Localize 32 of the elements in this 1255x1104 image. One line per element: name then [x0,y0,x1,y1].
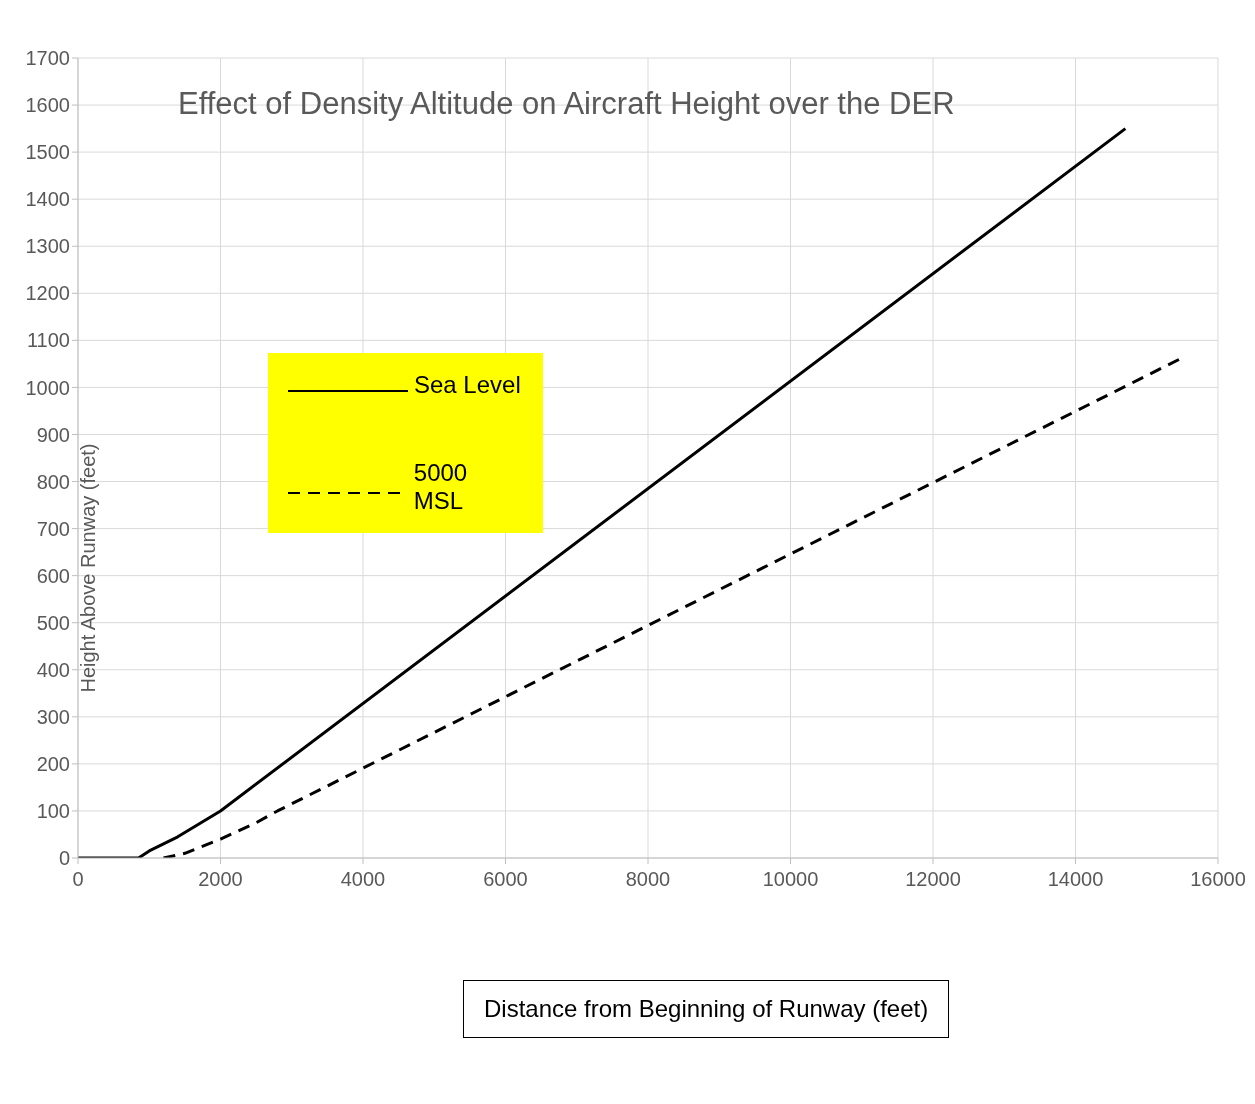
y-tick-label: 900 [36,423,70,446]
x-tick-label: 6000 [483,868,528,891]
text: Effect of Density Altitude on Aircraft Height over the DER [178,86,955,122]
x-tick-label: 12000 [905,868,961,891]
y-tick-label: 800 [36,470,70,493]
y-tick-label: 1200 [25,282,70,305]
y-tick-label: 1300 [25,235,70,258]
y-tick-label: 600 [36,564,70,587]
y-tick-label: 1500 [25,141,70,164]
y-tick-label: 1700 [25,47,70,70]
y-tick-label: 1400 [25,188,70,211]
x-axis-title: Distance from Beginning of Runway (feet) [463,980,950,1038]
legend-label: Sea Level [414,371,521,399]
y-tick-label: 1100 [26,329,70,352]
y-tick-label: 1000 [25,376,70,399]
y-tick-label: 1600 [25,94,70,117]
y-tick-label: 200 [36,752,70,775]
x-tick-label: 16000 [1190,868,1246,891]
x-tick-label: 2000 [198,868,243,891]
y-tick-label: 500 [36,611,70,634]
y-tick-label: 300 [36,705,70,728]
y-tick-label: 0 [58,847,70,870]
x-tick-label: 14000 [1047,868,1104,891]
y-tick-label: 400 [36,658,70,681]
y-axis-title: Height Above Runway (feet) [76,443,100,693]
legend-label: 5000 MSL [413,459,469,515]
y-tick-label: 700 [36,517,70,540]
y-tick-label: 100 [36,800,70,823]
x-tick-label: 10000 [762,868,819,891]
x-tick-label: 8000 [625,868,671,891]
x-tick-label: 4000 [340,868,386,891]
x-tick-label: 0 [72,868,84,891]
